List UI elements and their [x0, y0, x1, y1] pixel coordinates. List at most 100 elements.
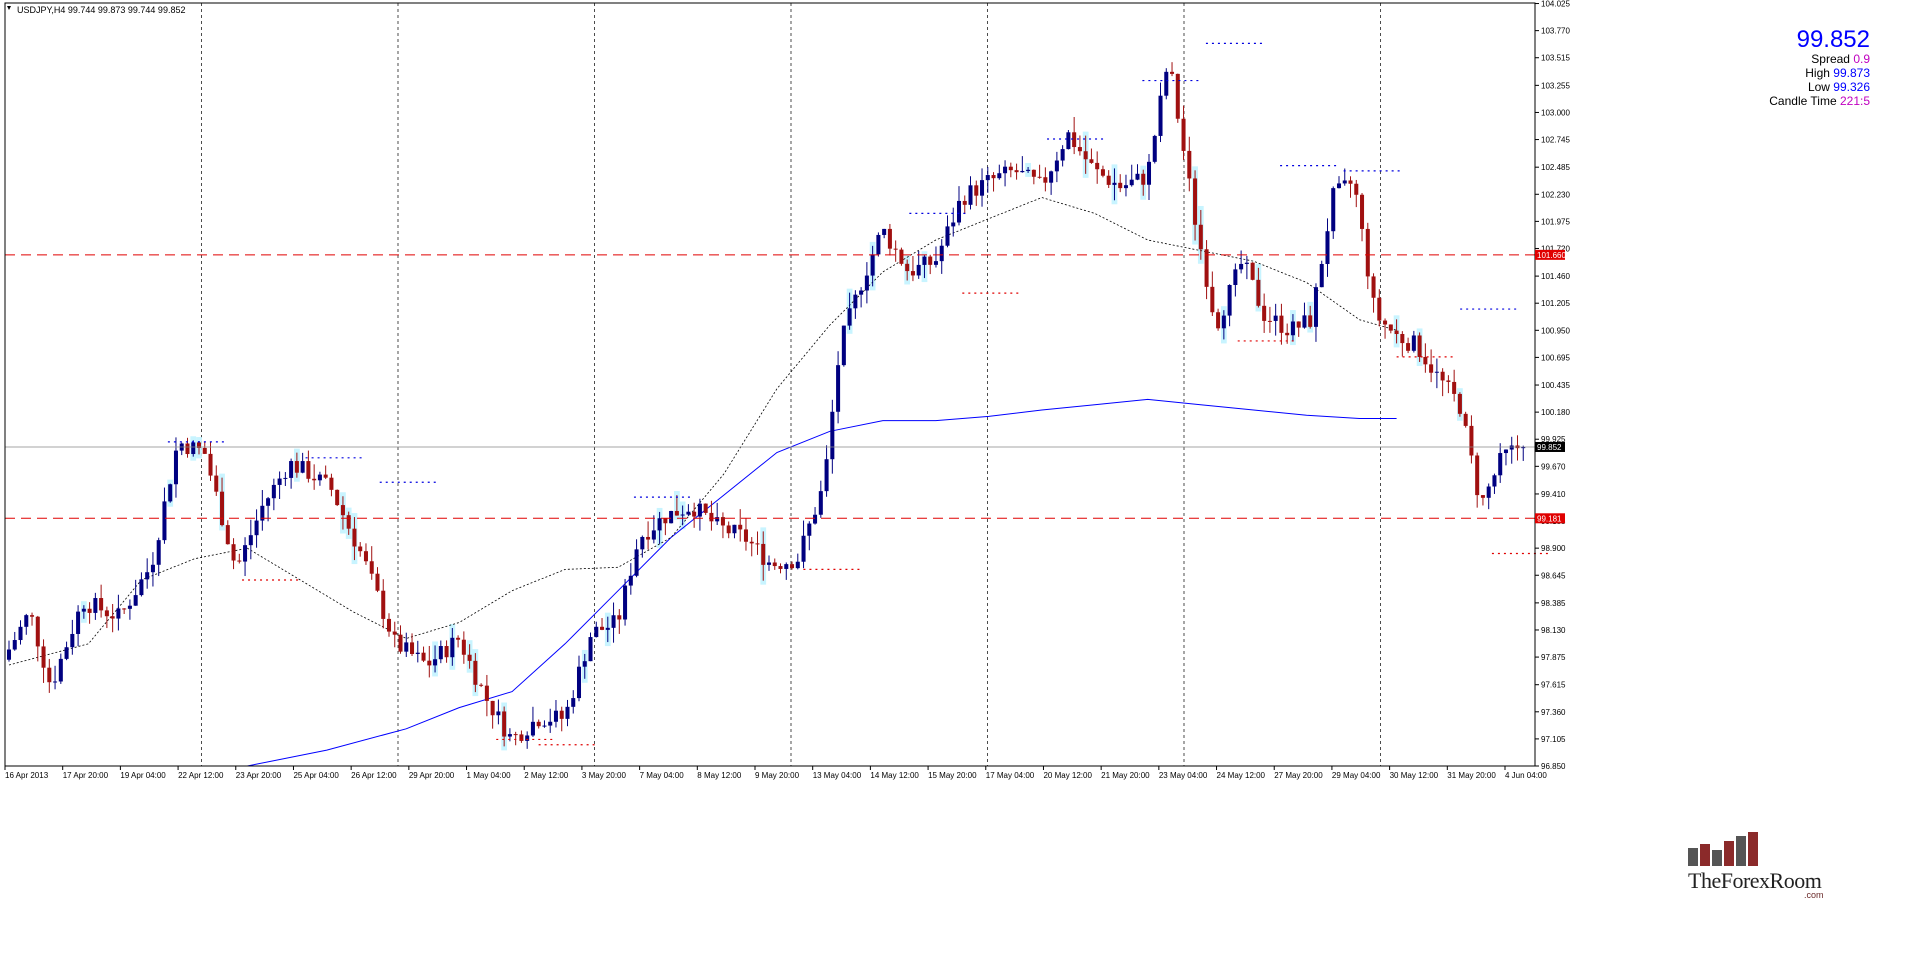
candle-body — [732, 524, 737, 534]
candle-body — [358, 546, 363, 552]
candle-body — [410, 642, 415, 654]
plot-frame — [4, 2, 1536, 767]
x-tick-label: 30 May 12:00 — [1390, 771, 1439, 780]
candle-body — [1037, 176, 1042, 178]
candle-body — [133, 595, 138, 606]
candle-body — [530, 721, 535, 736]
candle-body — [1377, 297, 1382, 321]
candle-body — [225, 525, 230, 545]
current-price-tag — [1535, 441, 1565, 452]
candle-body — [755, 543, 760, 545]
y-tick-label: 102.230 — [1541, 190, 1570, 199]
x-tick-label: 17 May 04:00 — [986, 771, 1035, 780]
x-tick-label: 24 May 12:00 — [1217, 771, 1266, 780]
candle-body — [1198, 224, 1203, 250]
candle-body — [968, 185, 973, 205]
candle-body — [145, 572, 150, 580]
x-tick-label: 22 Apr 12:00 — [178, 771, 224, 780]
candle-body — [156, 540, 161, 565]
candle-body — [1014, 170, 1019, 173]
candle-body — [1204, 249, 1209, 287]
candle-body — [202, 447, 207, 454]
candle-body — [122, 608, 127, 610]
candle-body — [565, 706, 570, 719]
header-arrow-icon — [7, 6, 11, 10]
symbol-header: USDJPY,H4 99.744 99.873 99.744 99.852 — [17, 5, 185, 15]
candle-body — [859, 290, 864, 295]
candle-body — [887, 228, 892, 249]
x-tick-label: 2 May 12:00 — [524, 771, 569, 780]
x-tick-label: 29 Apr 20:00 — [409, 771, 455, 780]
x-tick-label: 3 May 20:00 — [582, 771, 627, 780]
candle-body — [1152, 135, 1157, 162]
x-tick-label: 9 May 20:00 — [755, 771, 800, 780]
candle-body — [1411, 335, 1416, 351]
candle-body — [421, 652, 426, 661]
candle-body — [542, 725, 547, 727]
candle-body — [1239, 263, 1244, 270]
candle-body — [686, 511, 691, 515]
candle-body — [479, 684, 484, 686]
candle-body — [312, 478, 317, 481]
spread-row: Spread 0.9 — [1811, 52, 1870, 66]
candle-body — [1244, 262, 1249, 264]
current-price-tag-label: 99.852 — [1537, 443, 1562, 452]
candle-body — [1146, 161, 1152, 185]
x-tick-label: 20 May 12:00 — [1043, 771, 1092, 780]
candle-body — [18, 626, 23, 641]
candle-body — [922, 256, 927, 265]
candle-body — [801, 535, 806, 562]
candle-body — [847, 308, 852, 326]
candle-body — [1020, 170, 1025, 173]
candle-body — [398, 634, 403, 652]
brand-logo: TheForexRoom .com — [1688, 832, 1848, 902]
candle-body — [985, 175, 990, 181]
level-price-tag — [1535, 249, 1565, 260]
candle-body — [1325, 231, 1330, 264]
candle-body — [864, 275, 869, 291]
candle-body — [243, 545, 248, 562]
candle-body — [70, 633, 75, 648]
candle-body — [1279, 315, 1284, 333]
candle-body — [1193, 178, 1198, 225]
candle-body — [1336, 183, 1342, 189]
candle-body — [1135, 173, 1140, 180]
candle-body — [1141, 173, 1146, 185]
candle-body — [525, 735, 530, 741]
y-tick-label: 102.485 — [1541, 163, 1570, 172]
candle-body — [139, 579, 144, 596]
candle-body — [58, 658, 63, 682]
candle-body — [277, 478, 282, 485]
candle-body — [553, 710, 558, 722]
y-tick-label: 99.410 — [1541, 490, 1566, 499]
candle-body — [680, 514, 685, 516]
candle-body — [991, 175, 996, 179]
low-row: Low 99.326 — [1807, 80, 1870, 94]
candle-body — [271, 484, 276, 499]
x-tick-label: 27 May 20:00 — [1274, 771, 1323, 780]
candle-body — [1267, 320, 1272, 322]
x-tick-label: 29 May 04:00 — [1332, 771, 1381, 780]
candle-body — [1060, 149, 1065, 161]
candle-body — [1521, 446, 1526, 449]
candle-body — [600, 626, 605, 630]
candle-body — [214, 475, 219, 492]
candle-body — [1181, 118, 1186, 151]
candle-body — [1469, 425, 1474, 456]
candle-body — [208, 453, 213, 476]
candle-body — [1475, 455, 1480, 496]
candle-body — [594, 626, 599, 638]
candle-body — [876, 234, 881, 255]
candle-body — [289, 461, 294, 478]
x-tick-label: 23 Apr 20:00 — [236, 771, 282, 780]
candle-body — [571, 698, 576, 707]
candle-body — [433, 659, 438, 666]
candle-body — [1400, 334, 1405, 344]
candle-body — [237, 560, 242, 562]
candle-body — [1296, 321, 1301, 328]
candle-body — [450, 637, 455, 658]
candle-body — [513, 734, 518, 736]
y-tick-label: 102.745 — [1541, 136, 1570, 145]
